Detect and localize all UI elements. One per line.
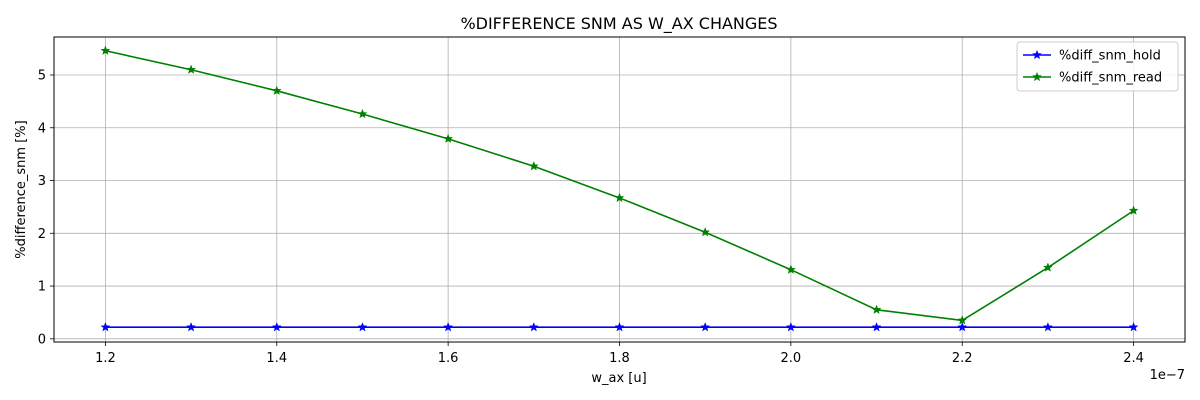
legend-marker [1032,49,1042,60]
x-axis: 1.2 1.4 1.6 1.8 2.0 2.2 2.4 [95,342,1144,366]
data-point [700,227,711,237]
data-point [100,322,111,332]
data-point [357,322,368,332]
grid [54,37,1185,342]
data-point [443,133,454,144]
data-point [700,322,711,332]
data-point [528,161,539,171]
data-point [528,322,539,332]
data-point [1128,205,1139,215]
legend-box [1016,41,1179,92]
legend-item: %diff_snm_hold [1023,49,1161,64]
x-tick-label: 1.2 [95,351,116,366]
y-axis-label: %difference_snm [%] [14,120,29,258]
data-point [871,304,882,315]
legend-marker [1032,71,1042,82]
legend-label: %diff_snm_read [1059,71,1162,86]
series-layer [100,45,1139,332]
legend-item: %diff_snm_read [1023,71,1162,86]
y-tick-label: 2 [38,227,46,242]
x-tick-label: 2.2 [952,351,973,366]
data-point [357,108,368,119]
data-point [614,322,625,332]
x-tick-label: 2.4 [1123,351,1144,366]
data-point [186,322,197,332]
data-point [1042,262,1053,272]
data-point [186,64,197,74]
data-point [1042,322,1053,332]
y-tick-label: 3 [38,174,46,189]
data-point [271,322,282,332]
data-point [957,322,968,332]
y-tick-label: 0 [38,332,46,347]
data-point [100,45,111,55]
data-point [271,85,282,96]
data-point [1128,322,1139,332]
x-tick-label: 1.6 [438,351,459,366]
y-tick-label: 1 [38,280,46,295]
series-2 [100,45,1139,325]
chart-title: %DIFFERENCE SNM AS W_AX CHANGES [460,14,777,34]
data-point [614,192,625,203]
x-tick-label: 1.4 [266,351,287,366]
data-point [871,322,882,332]
y-tick-label: 5 [38,68,46,83]
x-tick-label: 2.0 [781,351,802,366]
series-1 [100,322,1139,332]
data-point [785,322,796,332]
y-tick-label: 4 [38,121,46,136]
legend: %diff_snm_hold %diff_snm_read [1016,41,1179,92]
legend-label: %diff_snm_hold [1059,49,1161,64]
x-axis-label: w_ax [u] [591,371,646,386]
y-axis: 0 1 2 3 4 5 [38,68,54,347]
data-point [957,315,968,325]
data-point [785,264,796,274]
x-axis-offset-label: 1e−7 [1150,368,1185,383]
data-point [443,322,454,332]
x-tick-label: 1.8 [609,351,630,366]
